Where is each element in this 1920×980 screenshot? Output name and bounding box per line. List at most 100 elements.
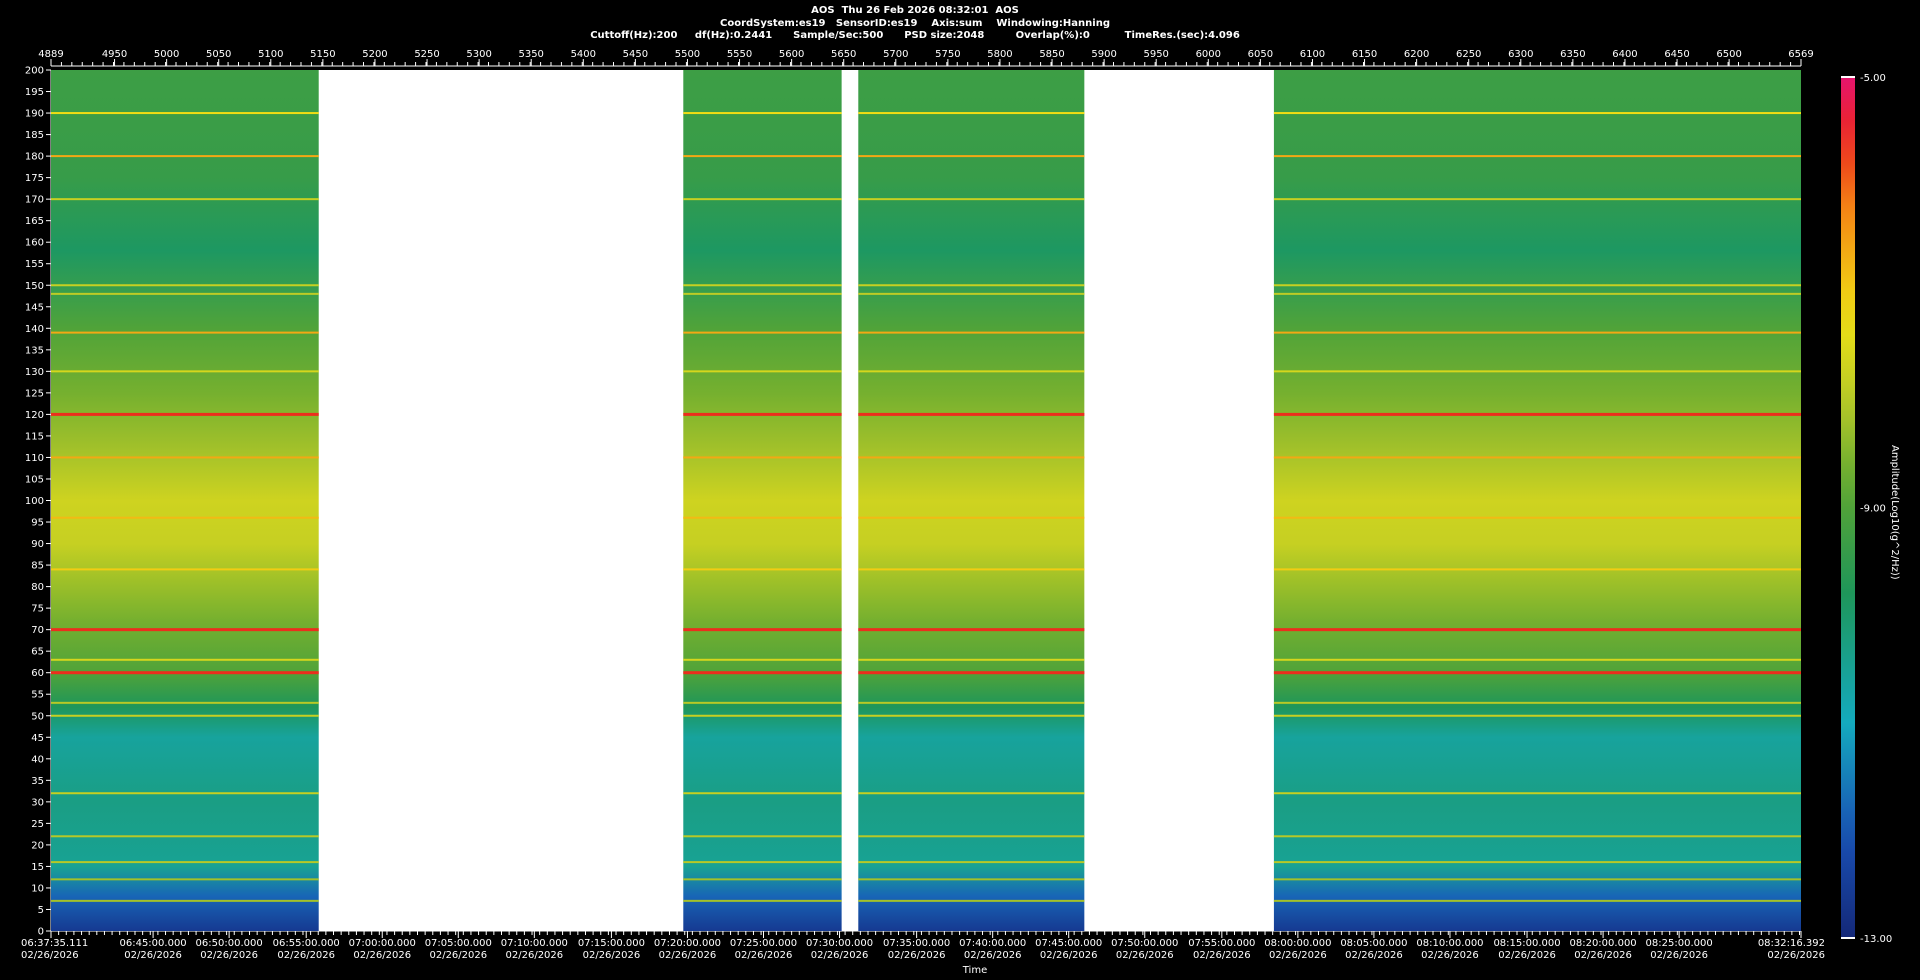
y-tick-label: 60 bbox=[31, 668, 44, 679]
bottom-tick-date: 02/26/2026 bbox=[1574, 950, 1632, 961]
tonal-line bbox=[1273, 155, 1801, 158]
y-tick-label: 20 bbox=[31, 840, 44, 851]
tonal-line bbox=[51, 568, 319, 571]
y-tick-label: 85 bbox=[31, 561, 44, 572]
tonal-line bbox=[683, 878, 842, 881]
tonal-line bbox=[51, 112, 319, 115]
tonal-line bbox=[858, 412, 1085, 416]
tonal-line bbox=[51, 628, 319, 632]
bottom-tick-time: 07:15:00.000 bbox=[578, 938, 645, 949]
y-tick-label: 135 bbox=[25, 345, 44, 356]
top-tick-label: 5100 bbox=[258, 49, 283, 60]
tonal-line bbox=[1273, 628, 1801, 632]
bottom-tick-date: 02/26/2026 bbox=[353, 950, 411, 961]
bottom-tick-time: 08:15:00.000 bbox=[1493, 938, 1560, 949]
colorbar-tick-label: -5.00 bbox=[1860, 73, 1886, 84]
y-tick-label: 75 bbox=[31, 604, 44, 615]
top-tick-label: 6150 bbox=[1352, 49, 1377, 60]
y-tick-label: 30 bbox=[31, 797, 44, 808]
top-tick-label: 6000 bbox=[1196, 49, 1221, 60]
tonal-line bbox=[683, 331, 842, 334]
data-segment bbox=[683, 70, 842, 931]
bottom-tick-date: 02/26/2026 bbox=[1767, 950, 1825, 961]
tonal-line bbox=[858, 198, 1085, 201]
tonal-line bbox=[683, 861, 842, 864]
bottom-tick-date: 02/26/2026 bbox=[583, 950, 641, 961]
top-tick-label: 6400 bbox=[1612, 49, 1637, 60]
y-tick-label: 40 bbox=[31, 754, 44, 765]
tonal-line bbox=[683, 112, 842, 115]
tonal-line bbox=[1273, 112, 1801, 115]
y-tick-label: 155 bbox=[25, 259, 44, 270]
tonal-line bbox=[683, 292, 842, 295]
tonal-line bbox=[1273, 198, 1801, 201]
top-tick-label: 5250 bbox=[414, 49, 439, 60]
y-tick-label: 175 bbox=[25, 173, 44, 184]
tonal-line bbox=[858, 456, 1085, 459]
tonal-line bbox=[683, 370, 842, 373]
y-tick-label: 0 bbox=[38, 927, 44, 938]
segment-background bbox=[1273, 70, 1801, 931]
bottom-tick-time: 08:10:00.000 bbox=[1416, 938, 1483, 949]
bottom-tick-date: 02/26/2026 bbox=[811, 950, 869, 961]
y-tick-label: 55 bbox=[31, 690, 44, 701]
tonal-line bbox=[683, 671, 842, 675]
y-tick-label: 5 bbox=[38, 905, 44, 916]
y-tick-label: 10 bbox=[31, 883, 44, 894]
tonal-line bbox=[683, 658, 842, 661]
bottom-tick-time: 07:20:00.000 bbox=[654, 938, 721, 949]
tonal-line bbox=[51, 792, 319, 795]
y-tick-label: 115 bbox=[25, 431, 44, 442]
tonal-line bbox=[1273, 516, 1801, 519]
tonal-line bbox=[683, 792, 842, 795]
tonal-line bbox=[683, 198, 842, 201]
tonal-line bbox=[858, 671, 1085, 675]
bottom-tick-time: 07:25:00.000 bbox=[730, 938, 797, 949]
tonal-line bbox=[858, 112, 1085, 115]
y-tick-label: 195 bbox=[25, 87, 44, 98]
tonal-line bbox=[51, 658, 319, 661]
y-tick-label: 190 bbox=[25, 109, 44, 120]
tonal-line bbox=[1273, 878, 1801, 881]
y-tick-label: 45 bbox=[31, 733, 44, 744]
top-tick-label: 5650 bbox=[831, 49, 856, 60]
tonal-line bbox=[51, 516, 319, 519]
tonal-line bbox=[51, 714, 319, 717]
bottom-tick-date: 02/26/2026 bbox=[735, 950, 793, 961]
top-tick-label: 4889 bbox=[38, 49, 63, 60]
tonal-line bbox=[51, 861, 319, 864]
bottom-tick-time: 06:55:00.000 bbox=[273, 938, 340, 949]
tonal-line bbox=[51, 456, 319, 459]
tonal-line bbox=[51, 292, 319, 295]
top-tick-label: 5200 bbox=[362, 49, 387, 60]
tonal-line bbox=[1273, 331, 1801, 334]
segment-background bbox=[683, 70, 842, 931]
top-tick-label: 4950 bbox=[102, 49, 127, 60]
y-tick-label: 110 bbox=[25, 453, 44, 464]
bottom-tick-date: 02/26/2026 bbox=[888, 950, 946, 961]
tonal-line bbox=[1273, 412, 1801, 416]
tonal-line bbox=[1273, 658, 1801, 661]
top-tick-label: 6569 bbox=[1788, 49, 1813, 60]
tonal-line bbox=[1273, 861, 1801, 864]
bottom-tick-time: 07:35:00.000 bbox=[883, 938, 950, 949]
bottom-tick-time: 06:37:35.111 bbox=[21, 938, 88, 949]
top-tick-label: 5900 bbox=[1091, 49, 1116, 60]
tonal-line bbox=[683, 284, 842, 287]
bottom-tick-time: 07:05:00.000 bbox=[425, 938, 492, 949]
tonal-line bbox=[1273, 284, 1801, 287]
bottom-tick-date: 02/26/2026 bbox=[21, 950, 79, 961]
bottom-tick-time: 07:30:00.000 bbox=[806, 938, 873, 949]
top-tick-label: 5300 bbox=[466, 49, 491, 60]
bottom-tick-time: 08:32:16.392 bbox=[1758, 938, 1825, 949]
top-tick-label: 5500 bbox=[675, 49, 700, 60]
top-tick-label: 6500 bbox=[1716, 49, 1741, 60]
bottom-tick-date: 02/26/2026 bbox=[429, 950, 487, 961]
data-segment bbox=[1273, 70, 1801, 931]
y-tick-label: 65 bbox=[31, 647, 44, 658]
tonal-line bbox=[858, 155, 1085, 158]
y-tick-label: 200 bbox=[25, 66, 44, 77]
tonal-line bbox=[683, 899, 842, 902]
colorbar-tick-label: -13.00 bbox=[1860, 934, 1892, 945]
y-tick-label: 25 bbox=[31, 819, 44, 830]
